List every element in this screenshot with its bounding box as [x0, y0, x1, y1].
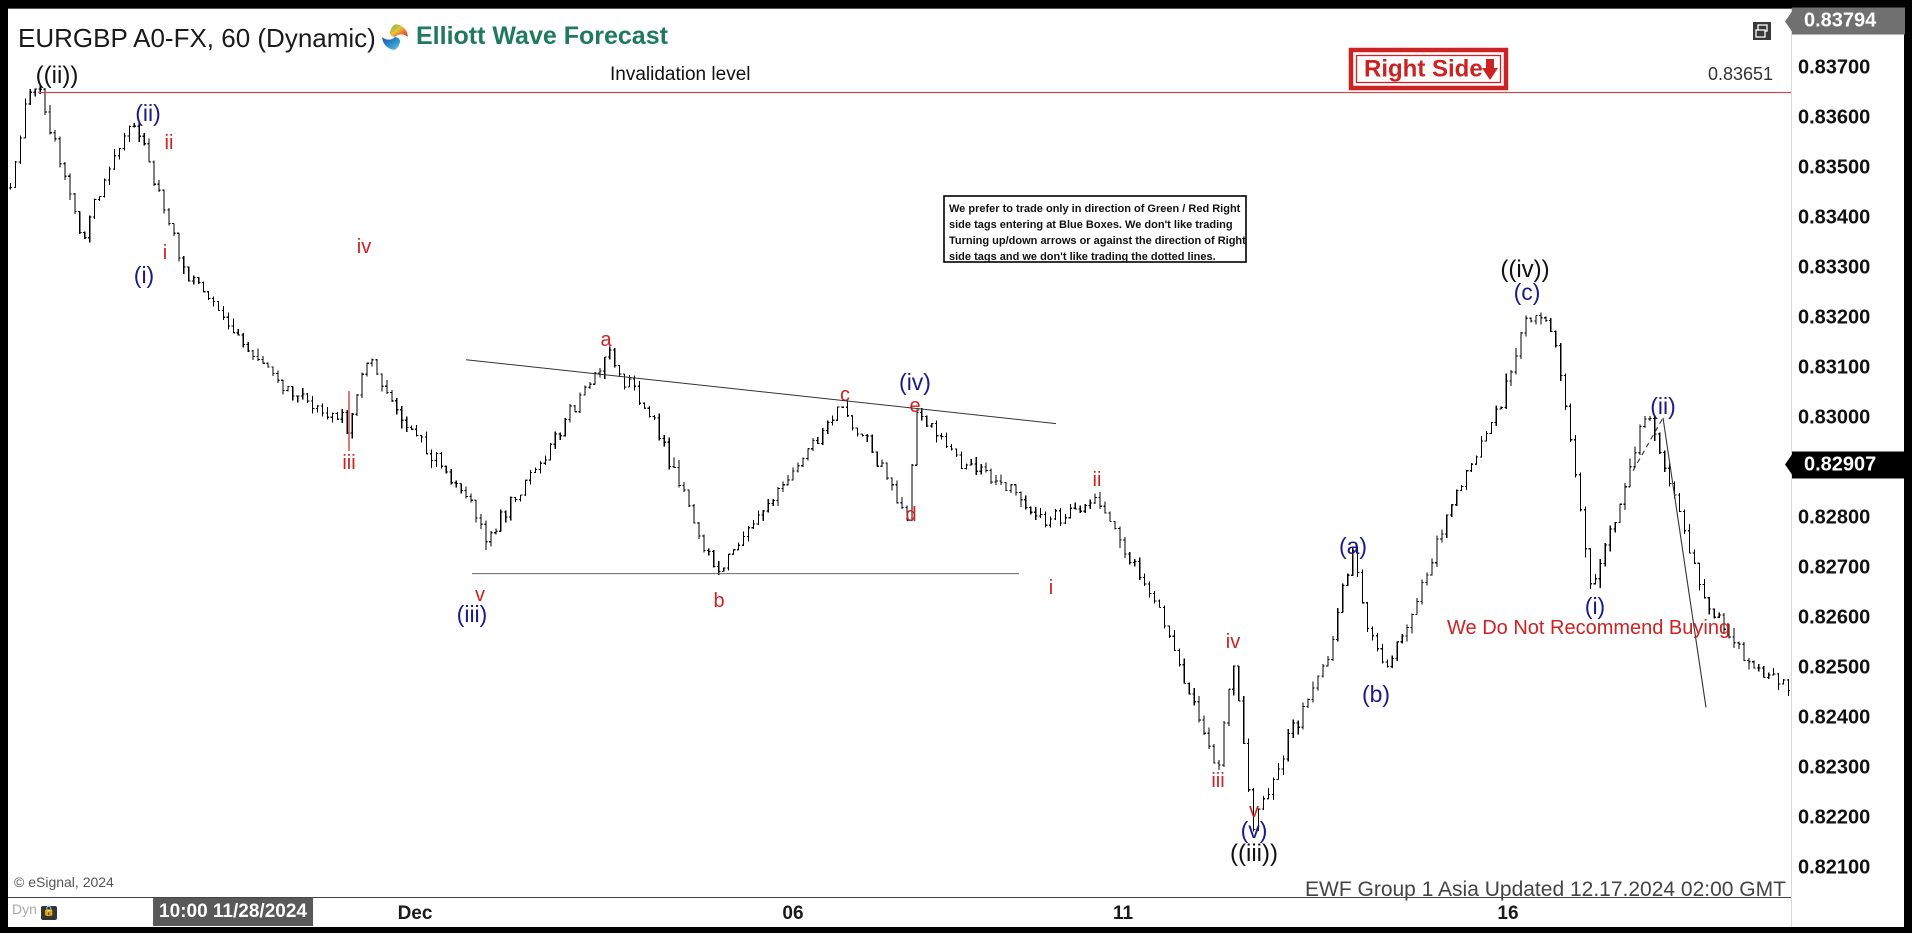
svg-text:(iv): (iv): [899, 369, 931, 395]
svg-text:Turning up/down arrows or agai: Turning up/down arrows or against the di…: [949, 235, 1246, 247]
svg-text:c: c: [840, 384, 850, 406]
svg-text:side tags entering at Blue Box: side tags entering at Blue Boxes. We don…: [949, 219, 1233, 231]
svg-text:ii: ii: [1093, 469, 1102, 491]
svg-text:d: d: [905, 504, 916, 526]
svg-text:(c): (c): [1514, 279, 1541, 305]
svg-text:e: e: [909, 395, 920, 417]
svg-text:((iii)): ((iii)): [1230, 840, 1278, 867]
svg-text:ii: ii: [165, 132, 174, 154]
svg-text:Invalidation level: Invalidation level: [610, 64, 750, 85]
svg-text:i: i: [1049, 577, 1053, 599]
svg-text:iii: iii: [342, 452, 355, 474]
svg-text:(a): (a): [1339, 533, 1367, 559]
svg-text:(i): (i): [1585, 593, 1605, 619]
svg-text:iii: iii: [1211, 770, 1224, 792]
svg-text:(i): (i): [134, 262, 154, 288]
svg-text:(ii): (ii): [1650, 393, 1676, 419]
svg-text:i: i: [163, 242, 167, 264]
svg-text:We Do Not Recommend Buying: We Do Not Recommend Buying: [1447, 617, 1730, 639]
svg-text:a: a: [600, 329, 612, 351]
svg-text:b: b: [713, 590, 724, 612]
svg-text:(ii): (ii): [135, 100, 161, 126]
svg-text:0.83651: 0.83651: [1708, 64, 1773, 84]
svg-text:(iii): (iii): [457, 601, 488, 627]
svg-text:(b): (b): [1362, 681, 1390, 707]
svg-text:iv: iv: [1226, 631, 1240, 653]
svg-text:side tags and we don't like tr: side tags and we don't like trading the …: [949, 251, 1216, 263]
svg-text:iv: iv: [357, 236, 371, 258]
svg-text:We prefer to trade only in dir: We prefer to trade only in direction of …: [949, 203, 1241, 215]
svg-text:((ii)): ((ii)): [36, 62, 79, 89]
svg-text:Right Side: Right Side: [1364, 56, 1483, 83]
